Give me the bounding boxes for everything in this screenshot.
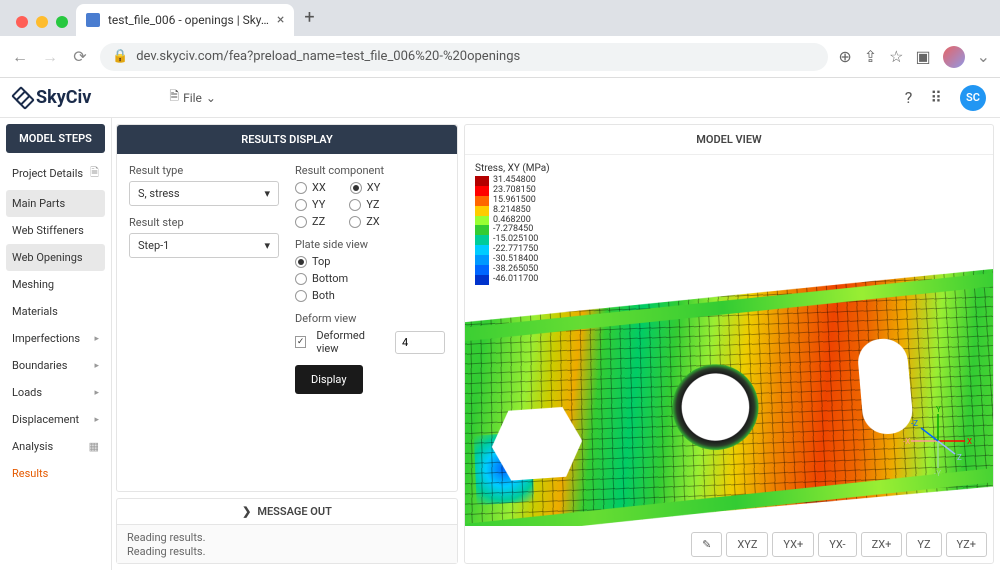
brand-mark-icon	[14, 89, 32, 107]
sidebar-item-imperfections[interactable]: Imperfections▸	[6, 325, 105, 352]
sidebar-item-materials[interactable]: Materials	[6, 298, 105, 325]
plate-top-radio[interactable]: Top	[295, 255, 330, 268]
nav-reload-icon[interactable]: ⟳	[70, 47, 90, 66]
stress-legend: Stress, XY (MPa) 31.45480023.70815015.96…	[475, 163, 550, 285]
chevron-right-icon: ❯	[242, 505, 251, 518]
bookmark-icon[interactable]: ☆	[889, 47, 903, 66]
apps-grid-icon[interactable]: ⠿	[930, 88, 942, 107]
message-out-body: Reading results.Reading results.	[117, 525, 457, 563]
profile-avatar[interactable]	[943, 46, 965, 68]
sidebar-item-analysis[interactable]: Analysis▦	[6, 433, 105, 460]
chevron-right-icon: ▸	[94, 361, 99, 371]
result-type-value: S, stress	[138, 187, 180, 200]
sidebar-item-displacement[interactable]: Displacement▸	[6, 406, 105, 433]
component-xx-radio[interactable]: XX	[295, 181, 326, 194]
result-type-select[interactable]: S, stress ▾	[129, 181, 279, 206]
sidebar-item-web-stiffeners[interactable]: Web Stiffeners	[6, 217, 105, 244]
svg-text:X: X	[967, 437, 972, 446]
sidebar-item-project-details[interactable]: Project Details🗎	[6, 157, 105, 190]
chevron-down-icon: ⌄	[206, 91, 216, 105]
url-text: dev.skyciv.com/fea?preload_name=test_fil…	[136, 49, 520, 64]
component-zx-radio[interactable]: ZX	[349, 215, 380, 228]
view-zx+-button[interactable]: ZX+	[861, 532, 903, 557]
help-icon[interactable]: ?	[905, 88, 913, 107]
brand-logo[interactable]: SkyCiv	[14, 87, 91, 108]
message-out-toggle[interactable]: ❯ MESSAGE OUT	[117, 499, 457, 525]
sidebar-item-boundaries[interactable]: Boundaries▸	[6, 352, 105, 379]
nav-back-icon[interactable]: ←	[10, 47, 30, 67]
result-component-label: Result component	[295, 164, 445, 177]
url-bar[interactable]: 🔒 dev.skyciv.com/fea?preload_name=test_f…	[100, 43, 828, 71]
result-step-label: Result step	[129, 216, 279, 229]
file-menu[interactable]: 🗎 File ⌄	[169, 87, 216, 108]
results-display-header: RESULTS DISPLAY	[117, 125, 457, 154]
sidebar: MODEL STEPS Project Details🗎Main PartsWe…	[0, 118, 112, 570]
user-initials: SC	[966, 91, 980, 104]
message-out-header: MESSAGE OUT	[257, 505, 332, 518]
chevron-down-icon: ▾	[264, 187, 270, 200]
document-icon: 🗎	[90, 164, 99, 183]
svg-text:-Z: -Z	[911, 419, 918, 428]
sidebar-item-main-parts[interactable]: Main Parts	[6, 190, 105, 217]
new-tab-button[interactable]: +	[294, 7, 324, 36]
svg-text:Z: Z	[957, 453, 962, 462]
edit-view-button[interactable]: ✎	[691, 532, 722, 557]
model-view-header: MODEL VIEW	[465, 125, 993, 155]
tab-close-icon[interactable]: ×	[277, 12, 284, 28]
nav-forward-icon[interactable]: →	[40, 47, 60, 67]
view-xyz-button[interactable]: XYZ	[726, 532, 768, 557]
share-icon[interactable]: ⇪	[864, 47, 877, 66]
view-yz-button[interactable]: YZ	[906, 532, 941, 557]
sidebar-item-results[interactable]: Results	[6, 460, 105, 487]
tab-title: test_file_006 - openings | Sky…	[108, 13, 269, 27]
file-icon: 🗎	[169, 87, 179, 108]
file-label: File	[183, 91, 202, 105]
window-minimize[interactable]	[36, 16, 48, 28]
brand-name: SkyCiv	[36, 87, 91, 108]
window-zoom[interactable]	[56, 16, 68, 28]
svg-text:Y: Y	[936, 406, 941, 414]
plate-side-label: Plate side view	[295, 238, 445, 251]
fea-beam-render	[465, 268, 993, 526]
sidebar-item-meshing[interactable]: Meshing	[6, 271, 105, 298]
overflow-icon[interactable]: ⌄	[977, 47, 990, 66]
model-canvas[interactable]: Stress, XY (MPa) 31.45480023.70815015.96…	[465, 155, 993, 526]
extensions-icon[interactable]: ▣	[915, 47, 930, 66]
deformed-checkbox-label: Deformed view	[316, 329, 385, 355]
view-yx--button[interactable]: YX-	[818, 532, 856, 557]
plate-bottom-radio[interactable]: Bottom	[295, 272, 348, 285]
result-step-value: Step-1	[138, 239, 169, 252]
user-avatar[interactable]: SC	[960, 85, 986, 111]
component-xy-radio[interactable]: XY	[350, 181, 381, 194]
component-yz-radio[interactable]: YZ	[349, 198, 379, 211]
legend-title: Stress, XY (MPa)	[475, 163, 550, 174]
search-toolbar-icon[interactable]: ⊕	[838, 47, 851, 66]
plate-both-radio[interactable]: Both	[295, 289, 335, 302]
chevron-right-icon: ▸	[94, 388, 99, 398]
svg-text:-X: -X	[903, 437, 910, 446]
deform-label: Deform view	[295, 312, 445, 325]
sidebar-item-loads[interactable]: Loads▸	[6, 379, 105, 406]
chevron-right-icon: ▸	[94, 415, 99, 425]
view-yx+-button[interactable]: YX+	[772, 532, 814, 557]
deformed-checkbox[interactable]	[295, 336, 306, 348]
deformed-scale-input[interactable]	[395, 331, 445, 354]
chevron-down-icon: ▾	[264, 239, 270, 252]
view-yz+-button[interactable]: YZ+	[946, 532, 987, 557]
result-type-label: Result type	[129, 164, 279, 177]
svg-text:-Y: -Y	[934, 469, 941, 476]
sidebar-item-web-openings[interactable]: Web Openings	[6, 244, 105, 271]
component-zz-radio[interactable]: ZZ	[295, 215, 325, 228]
sidebar-header: MODEL STEPS	[6, 124, 105, 153]
lock-icon: 🔒	[112, 49, 128, 64]
result-step-select[interactable]: Step-1 ▾	[129, 233, 279, 258]
browser-tab[interactable]: test_file_006 - openings | Sky… ×	[76, 4, 294, 36]
window-close[interactable]	[16, 16, 28, 28]
axes-gizmo[interactable]: X -X Y -Y -Z Z	[903, 406, 973, 476]
component-yy-radio[interactable]: YY	[295, 198, 325, 211]
grid-icon: ▦	[89, 440, 99, 453]
chevron-right-icon: ▸	[94, 334, 99, 344]
display-button[interactable]: Display	[295, 365, 363, 394]
favicon-icon	[86, 13, 100, 27]
